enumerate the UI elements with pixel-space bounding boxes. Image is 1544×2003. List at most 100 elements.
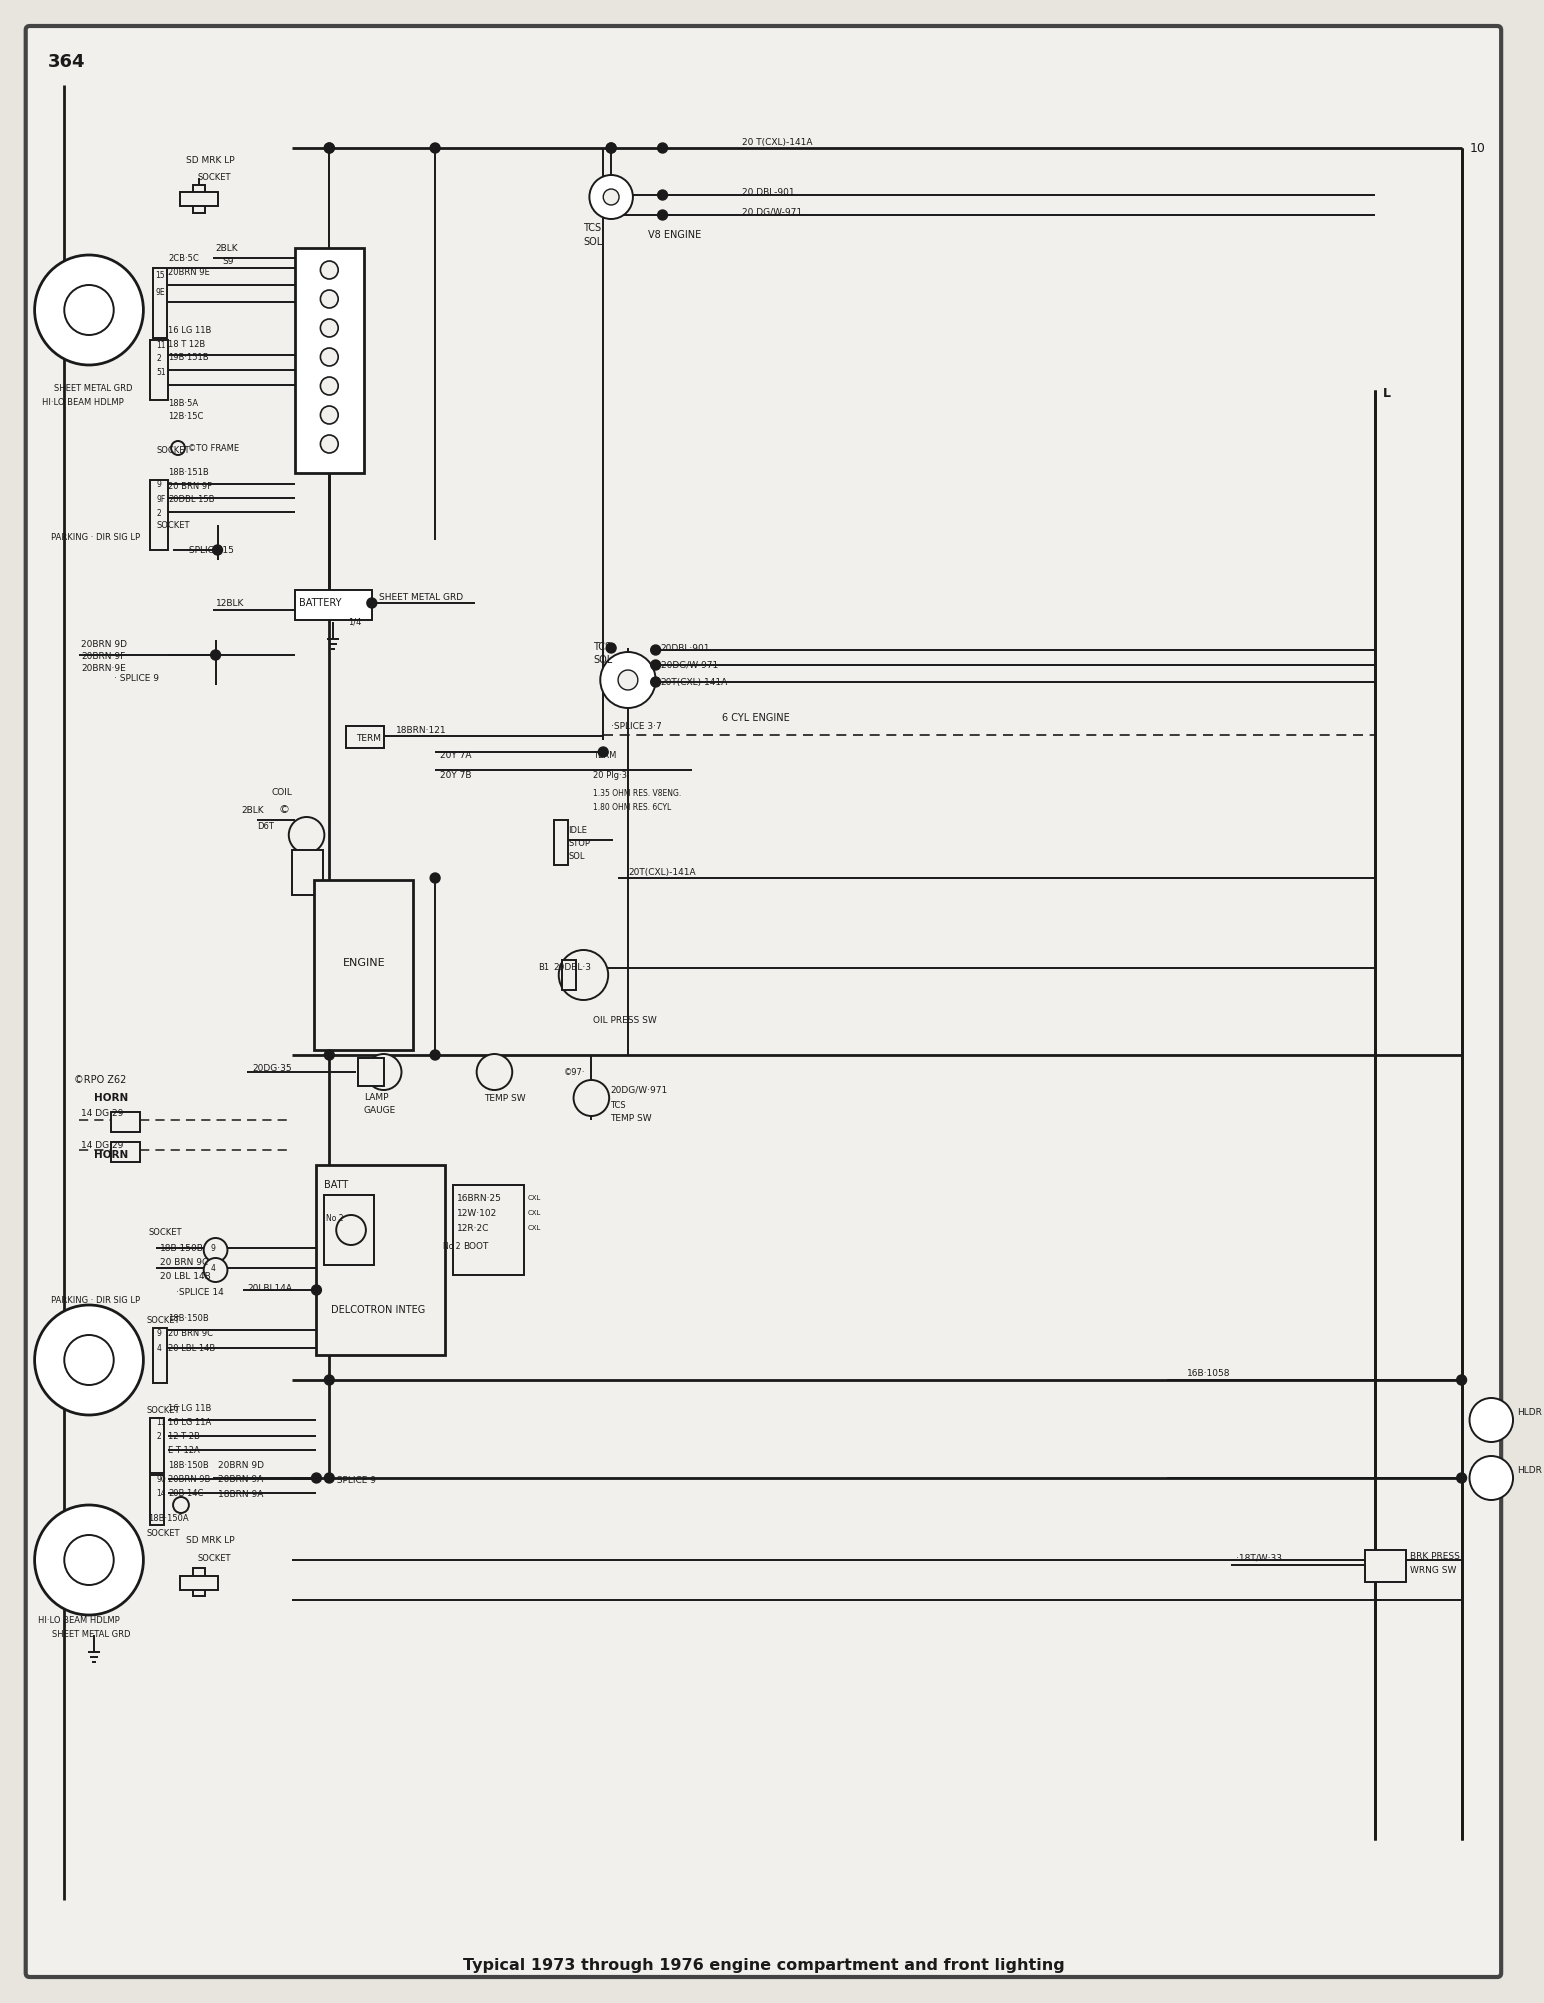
Text: SHEET METAL GRD: SHEET METAL GRD [378,593,463,601]
Circle shape [1456,1374,1467,1384]
Text: 20 DG/W-971: 20 DG/W-971 [741,208,801,216]
Text: 1.35 OHM RES. V8ENG.: 1.35 OHM RES. V8ENG. [593,789,681,797]
Text: BRK PRESS: BRK PRESS [1410,1552,1461,1560]
Text: ©97·: ©97· [564,1068,585,1076]
Bar [150,1418,164,1472]
Circle shape [604,188,619,204]
Circle shape [324,142,334,152]
Text: HLDR: HLDR [1518,1408,1542,1416]
Circle shape [367,599,377,609]
Text: HLDR: HLDR [1518,1466,1542,1474]
Text: 20B·14C: 20B·14C [168,1488,204,1498]
Text: PARKING · DIR SIG LP: PARKING · DIR SIG LP [51,1296,141,1304]
Text: 16BRN·25: 16BRN·25 [457,1194,502,1202]
Circle shape [598,747,608,757]
Text: COIL: COIL [272,787,293,797]
Circle shape [321,407,338,425]
Circle shape [324,142,334,152]
Text: HI·LO BEAM HDLMP: HI·LO BEAM HDLMP [42,397,124,407]
Text: 18 T 12B: 18 T 12B [168,339,205,349]
Circle shape [590,174,633,218]
Text: ·18T/W·33: ·18T/W·33 [1237,1554,1282,1562]
Text: 20T(CXL)·141A: 20T(CXL)·141A [661,677,727,687]
Text: L: L [1382,387,1391,399]
Text: TEMP SW: TEMP SW [610,1114,652,1122]
Text: 18B·150B: 18B·150B [168,1460,208,1470]
Text: ©RPO Z62: ©RPO Z62 [74,1076,127,1086]
Circle shape [65,284,114,335]
Circle shape [324,1050,334,1060]
Text: 20 LBL 14B: 20 LBL 14B [168,1344,215,1352]
Text: HORN: HORN [94,1094,128,1104]
Text: 16 LG 11A: 16 LG 11A [168,1418,212,1426]
Text: 4: 4 [156,1344,161,1352]
Circle shape [650,645,661,655]
Text: No 2: No 2 [443,1242,460,1250]
Text: ©: © [279,805,290,815]
Circle shape [650,661,661,669]
Text: CXL: CXL [528,1226,542,1232]
Text: 20Y 7B: 20Y 7B [440,771,471,779]
Bar [153,268,167,339]
Circle shape [312,1286,321,1296]
Circle shape [34,1504,144,1614]
Bar [181,1576,218,1590]
Text: SOCKET: SOCKET [147,1528,179,1538]
Text: 9: 9 [210,1244,215,1252]
Bar [295,591,372,621]
Text: 51: 51 [156,367,165,377]
Text: PARKING · DIR SIG LP: PARKING · DIR SIG LP [51,533,141,541]
Text: 1/4: 1/4 [347,617,361,627]
Text: 18B·5A: 18B·5A [168,399,198,407]
Bar [193,184,205,212]
Text: 18BRN 9A: 18BRN 9A [218,1490,262,1498]
Text: SD MRK LP: SD MRK LP [185,156,235,164]
Text: 20BRN 9D: 20BRN 9D [82,639,127,649]
FancyBboxPatch shape [26,26,1501,1977]
Text: 12 T 2B: 12 T 2B [168,1432,201,1440]
Bar [317,1166,445,1354]
Circle shape [321,318,338,337]
Text: V8 ENGINE: V8 ENGINE [648,230,701,240]
Bar [562,959,576,989]
Text: 15: 15 [156,270,165,280]
Circle shape [171,441,185,455]
Text: SOL: SOL [593,655,613,665]
Bar [150,341,168,401]
Text: 9F: 9F [156,495,165,503]
Bar [111,1112,141,1132]
Text: SOCKET: SOCKET [156,445,190,455]
Text: 2BLK: 2BLK [241,805,264,815]
Circle shape [573,1080,610,1116]
Circle shape [1470,1456,1513,1500]
Text: 11: 11 [156,341,165,349]
Circle shape [607,643,616,653]
Circle shape [618,669,638,689]
Text: 20 BRN 9F: 20 BRN 9F [168,481,212,491]
Circle shape [607,142,616,152]
Text: 16B·1058: 16B·1058 [1187,1368,1231,1378]
Text: Typical 1973 through 1976 engine compartment and front lighting: Typical 1973 through 1976 engine compart… [463,1957,1064,1973]
Text: TCS: TCS [593,643,611,653]
Text: 20DBL·15B: 20DBL·15B [168,495,215,503]
Text: 9: 9 [156,1328,161,1338]
Text: 14 DG 29: 14 DG 29 [82,1108,124,1118]
Text: · SPLICE 9: · SPLICE 9 [114,673,159,683]
Text: 20LBL14A: 20LBL14A [247,1284,292,1292]
Text: TCS: TCS [610,1100,625,1110]
Circle shape [559,949,608,999]
Bar [153,1328,167,1382]
Text: TCS: TCS [584,222,602,232]
Text: SHEET METAL GRD: SHEET METAL GRD [54,383,133,393]
Text: 20BRN·9F: 20BRN·9F [82,651,125,661]
Text: 90: 90 [156,1474,167,1484]
Text: STOP: STOP [568,839,591,847]
Circle shape [173,1496,188,1512]
Circle shape [1456,1472,1467,1482]
Text: 14 DG 29: 14 DG 29 [82,1140,124,1150]
Bar [181,192,218,206]
Text: 18B·150A: 18B·150A [148,1514,188,1522]
Text: 11: 11 [156,1418,165,1426]
Text: SOL: SOL [584,236,602,246]
Circle shape [204,1258,227,1282]
